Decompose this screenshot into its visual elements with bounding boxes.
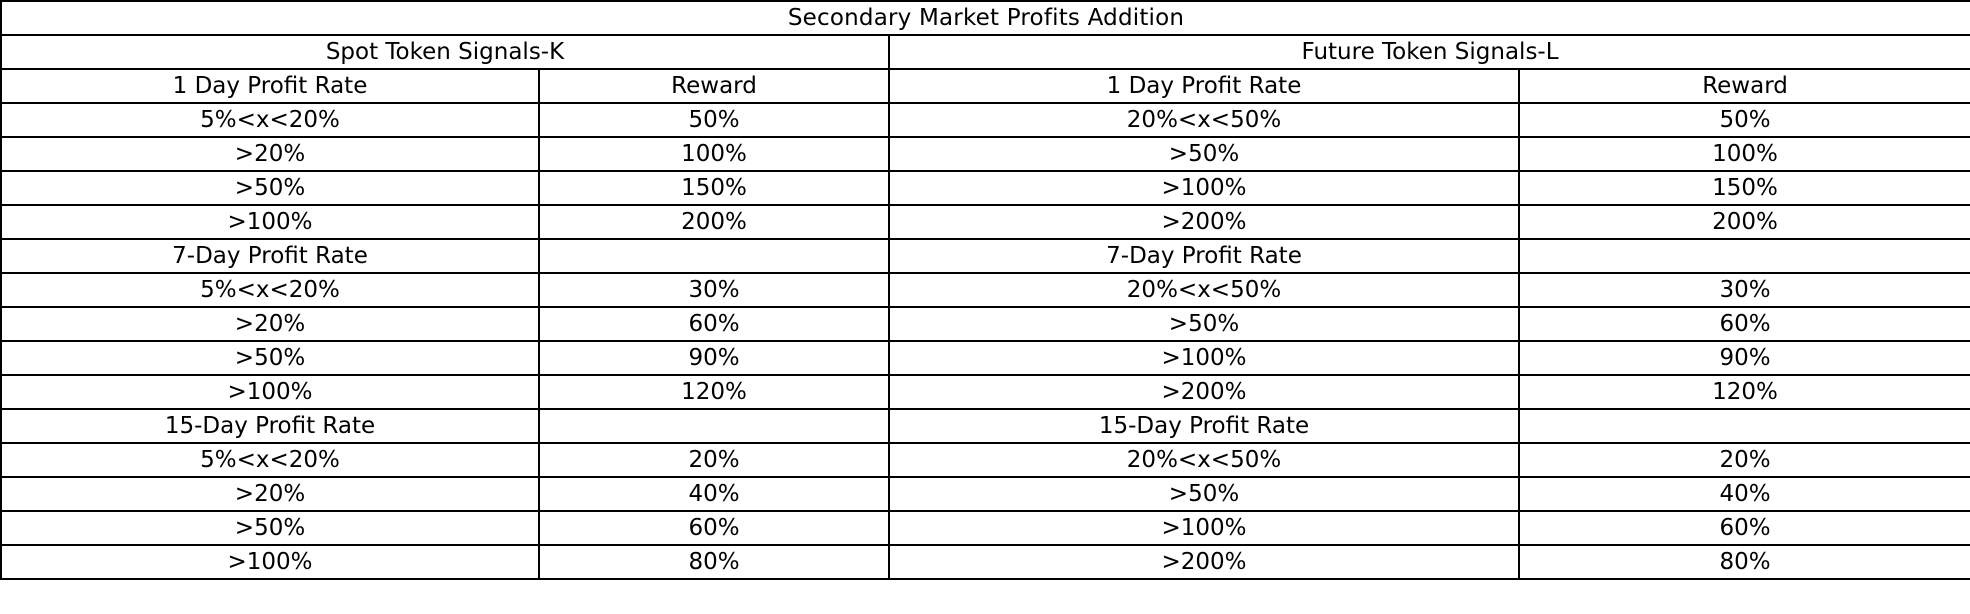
- spot-reward-cell[interactable]: 150%: [538, 170, 890, 206]
- spot-rate-cell[interactable]: >100%: [0, 544, 540, 580]
- future-rate-cell[interactable]: >50%: [888, 136, 1520, 172]
- spot-reward-cell[interactable]: 60%: [538, 306, 890, 342]
- group-label-row: 15-Day Profit Rate 15-Day Profit Rate: [0, 408, 1970, 444]
- future-reward-cell[interactable]: 60%: [1517, 510, 1970, 546]
- spot-col-reward-header[interactable]: Reward: [538, 68, 890, 104]
- spot-reward-cell[interactable]: 100%: [538, 136, 890, 172]
- future-reward-cell[interactable]: 100%: [1517, 136, 1970, 172]
- group-label-row: 7-Day Profit Rate 7-Day Profit Rate: [0, 238, 1970, 274]
- future-rate-cell[interactable]: >100%: [888, 170, 1520, 206]
- spot-reward-cell[interactable]: 30%: [538, 272, 890, 308]
- spot-reward-cell[interactable]: 50%: [538, 102, 890, 138]
- table-row: >100% 80% >200% 80%: [0, 544, 1970, 580]
- table-title[interactable]: Secondary Market Profits Addition: [0, 0, 1970, 36]
- future-reward-cell[interactable]: 40%: [1517, 476, 1970, 512]
- future-rate-cell[interactable]: >100%: [888, 510, 1520, 546]
- spot-rate-cell[interactable]: >50%: [0, 340, 540, 376]
- future-col-rate-header[interactable]: 1 Day Profit Rate: [888, 68, 1520, 104]
- spot-rate-cell[interactable]: >100%: [0, 204, 540, 240]
- spot-reward-cell[interactable]: 90%: [538, 340, 890, 376]
- future-reward-cell[interactable]: 80%: [1517, 544, 1970, 580]
- future-reward-cell[interactable]: 50%: [1517, 102, 1970, 138]
- table-row: >100% 120% >200% 120%: [0, 374, 1970, 410]
- spot-reward-cell[interactable]: 80%: [538, 544, 890, 580]
- spot-rate-cell[interactable]: 5%<x<20%: [0, 272, 540, 308]
- future-reward-cell[interactable]: 200%: [1517, 204, 1970, 240]
- spot-col-rate-header[interactable]: 1 Day Profit Rate: [0, 68, 540, 104]
- table-row: >20% 40% >50% 40%: [0, 476, 1970, 512]
- column-header-row: 1 Day Profit Rate Reward 1 Day Profit Ra…: [0, 68, 1970, 104]
- spot-reward-cell[interactable]: 40%: [538, 476, 890, 512]
- future-rate-cell[interactable]: 20%<x<50%: [888, 102, 1520, 138]
- section-heading-row: Spot Token Signals-K Future Token Signal…: [0, 34, 1970, 70]
- future-rate-cell[interactable]: >50%: [888, 476, 1520, 512]
- future-col-reward-header[interactable]: Reward: [1517, 68, 1970, 104]
- future-reward-cell[interactable]: 60%: [1517, 306, 1970, 342]
- future-reward-cell[interactable]: 120%: [1517, 374, 1970, 410]
- spot-heading[interactable]: Spot Token Signals-K: [0, 34, 890, 70]
- future-rate-cell[interactable]: 20%<x<50%: [888, 272, 1520, 308]
- spot-reward-cell[interactable]: 60%: [538, 510, 890, 546]
- future-rate-cell[interactable]: >200%: [888, 374, 1520, 410]
- spot-reward-cell[interactable]: 200%: [538, 204, 890, 240]
- spot-rate-cell[interactable]: >20%: [0, 306, 540, 342]
- table-row: 5%<x<20% 30% 20%<x<50% 30%: [0, 272, 1970, 308]
- future-reward-cell[interactable]: 150%: [1517, 170, 1970, 206]
- spot-group-label[interactable]: 15-Day Profit Rate: [0, 408, 540, 444]
- future-rate-cell[interactable]: >100%: [888, 340, 1520, 376]
- future-empty-cell[interactable]: [1517, 238, 1970, 274]
- spot-rate-cell[interactable]: >50%: [0, 170, 540, 206]
- table-row: 5%<x<20% 20% 20%<x<50% 20%: [0, 442, 1970, 478]
- future-rate-cell[interactable]: 20%<x<50%: [888, 442, 1520, 478]
- future-empty-cell[interactable]: [1517, 408, 1970, 444]
- profits-table: Secondary Market Profits Addition Spot T…: [0, 0, 1970, 580]
- future-rate-cell[interactable]: >200%: [888, 544, 1520, 580]
- spot-rate-cell[interactable]: >20%: [0, 476, 540, 512]
- future-reward-cell[interactable]: 30%: [1517, 272, 1970, 308]
- table-row: >50% 60% >100% 60%: [0, 510, 1970, 546]
- spot-empty-cell[interactable]: [538, 238, 890, 274]
- spot-reward-cell[interactable]: 120%: [538, 374, 890, 410]
- table-row: 5%<x<20% 50% 20%<x<50% 50%: [0, 102, 1970, 138]
- spot-empty-cell[interactable]: [538, 408, 890, 444]
- future-reward-cell[interactable]: 20%: [1517, 442, 1970, 478]
- spot-rate-cell[interactable]: >50%: [0, 510, 540, 546]
- future-group-label[interactable]: 15-Day Profit Rate: [888, 408, 1520, 444]
- future-heading[interactable]: Future Token Signals-L: [887, 34, 1970, 70]
- table-row: >20% 60% >50% 60%: [0, 306, 1970, 342]
- spot-rate-cell[interactable]: 5%<x<20%: [0, 442, 540, 478]
- spot-rate-cell[interactable]: >100%: [0, 374, 540, 410]
- spot-rate-cell[interactable]: 5%<x<20%: [0, 102, 540, 138]
- table-row: >50% 150% >100% 150%: [0, 170, 1970, 206]
- future-group-label[interactable]: 7-Day Profit Rate: [888, 238, 1520, 274]
- future-rate-cell[interactable]: >50%: [888, 306, 1520, 342]
- future-reward-cell[interactable]: 90%: [1517, 340, 1970, 376]
- future-rate-cell[interactable]: >200%: [888, 204, 1520, 240]
- table-row: >100% 200% >200% 200%: [0, 204, 1970, 240]
- table-row: >20% 100% >50% 100%: [0, 136, 1970, 172]
- spot-group-label[interactable]: 7-Day Profit Rate: [0, 238, 540, 274]
- spot-rate-cell[interactable]: >20%: [0, 136, 540, 172]
- table-row: >50% 90% >100% 90%: [0, 340, 1970, 376]
- title-row: Secondary Market Profits Addition: [0, 0, 1970, 36]
- spot-reward-cell[interactable]: 20%: [538, 442, 890, 478]
